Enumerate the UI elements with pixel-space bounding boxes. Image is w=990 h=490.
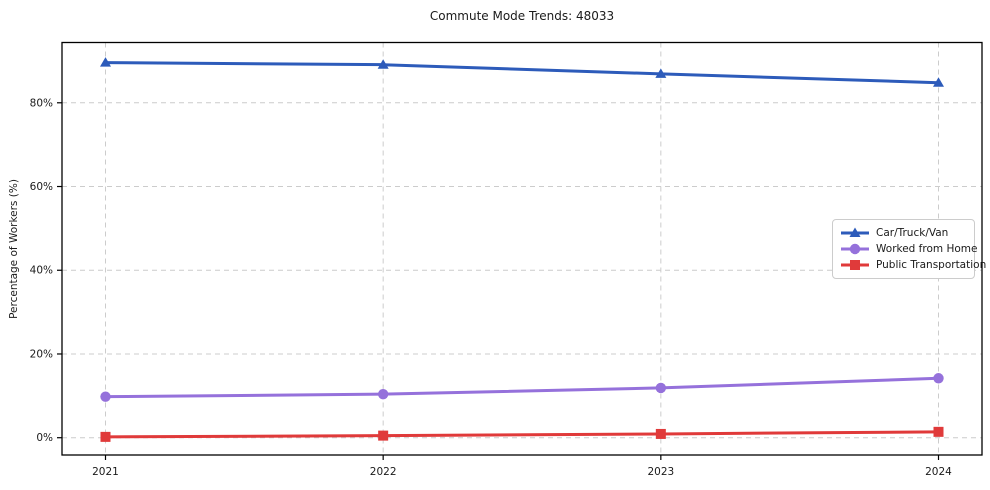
square-swatch-icon bbox=[841, 260, 869, 270]
series-line-worked-from-home bbox=[104, 376, 940, 399]
circle-swatch-icon bbox=[841, 243, 869, 255]
series-marker-car-truck-van bbox=[100, 57, 111, 67]
legend-label: Car/Truck/Van bbox=[876, 227, 949, 239]
legend-marker bbox=[850, 260, 860, 270]
series-marker-worked-from-home bbox=[655, 382, 667, 394]
legend-item-public-transportation: Public Transportation bbox=[840, 257, 986, 273]
legend-marker bbox=[849, 227, 861, 237]
y-tick-label: 40% bbox=[30, 265, 53, 277]
series-marker-public-transportation bbox=[378, 430, 389, 441]
x-tick-label: 2021 bbox=[92, 466, 119, 478]
chart-title: Commute Mode Trends: 48033 bbox=[429, 9, 615, 23]
legend-item-car-truck-van: Car/Truck/Van bbox=[840, 225, 966, 241]
y-axis-label: Percentage of Workers (%) bbox=[8, 179, 20, 319]
series-marker-worked-from-home bbox=[100, 391, 111, 402]
series-line-car-truck-van bbox=[104, 61, 940, 85]
x-tick-label: 2022 bbox=[370, 466, 397, 478]
legend: Car/Truck/Van Worked from Home Public Tran… bbox=[832, 219, 986, 279]
series-marker-public-transportation bbox=[100, 431, 111, 442]
legend-label: Worked from Home bbox=[876, 243, 978, 255]
series-marker-car-truck-van bbox=[655, 68, 667, 78]
triangle-swatch-icon bbox=[841, 227, 869, 237]
series-marker-car-truck-van bbox=[933, 77, 944, 87]
plot-border bbox=[61, 41, 983, 456]
y-tick-label: 20% bbox=[30, 348, 53, 360]
legend-label: Public Transportation bbox=[876, 259, 987, 271]
x-tick-label: 2024 bbox=[925, 466, 952, 478]
series-line-public-transportation bbox=[104, 430, 940, 439]
series-marker-worked-from-home bbox=[377, 388, 389, 400]
legend-item-worked-from-home: Worked from Home bbox=[840, 241, 977, 257]
legend-marker bbox=[849, 243, 861, 255]
x-tick-label: 2023 bbox=[647, 466, 674, 478]
series-marker-public-transportation bbox=[655, 428, 666, 439]
y-tick-label: 60% bbox=[30, 181, 53, 193]
series-marker-worked-from-home bbox=[933, 373, 944, 384]
series-marker-public-transportation bbox=[933, 426, 944, 437]
y-tick-label: 0% bbox=[36, 432, 53, 444]
y-tick-label: 80% bbox=[30, 97, 53, 109]
series-marker-car-truck-van bbox=[377, 59, 389, 69]
